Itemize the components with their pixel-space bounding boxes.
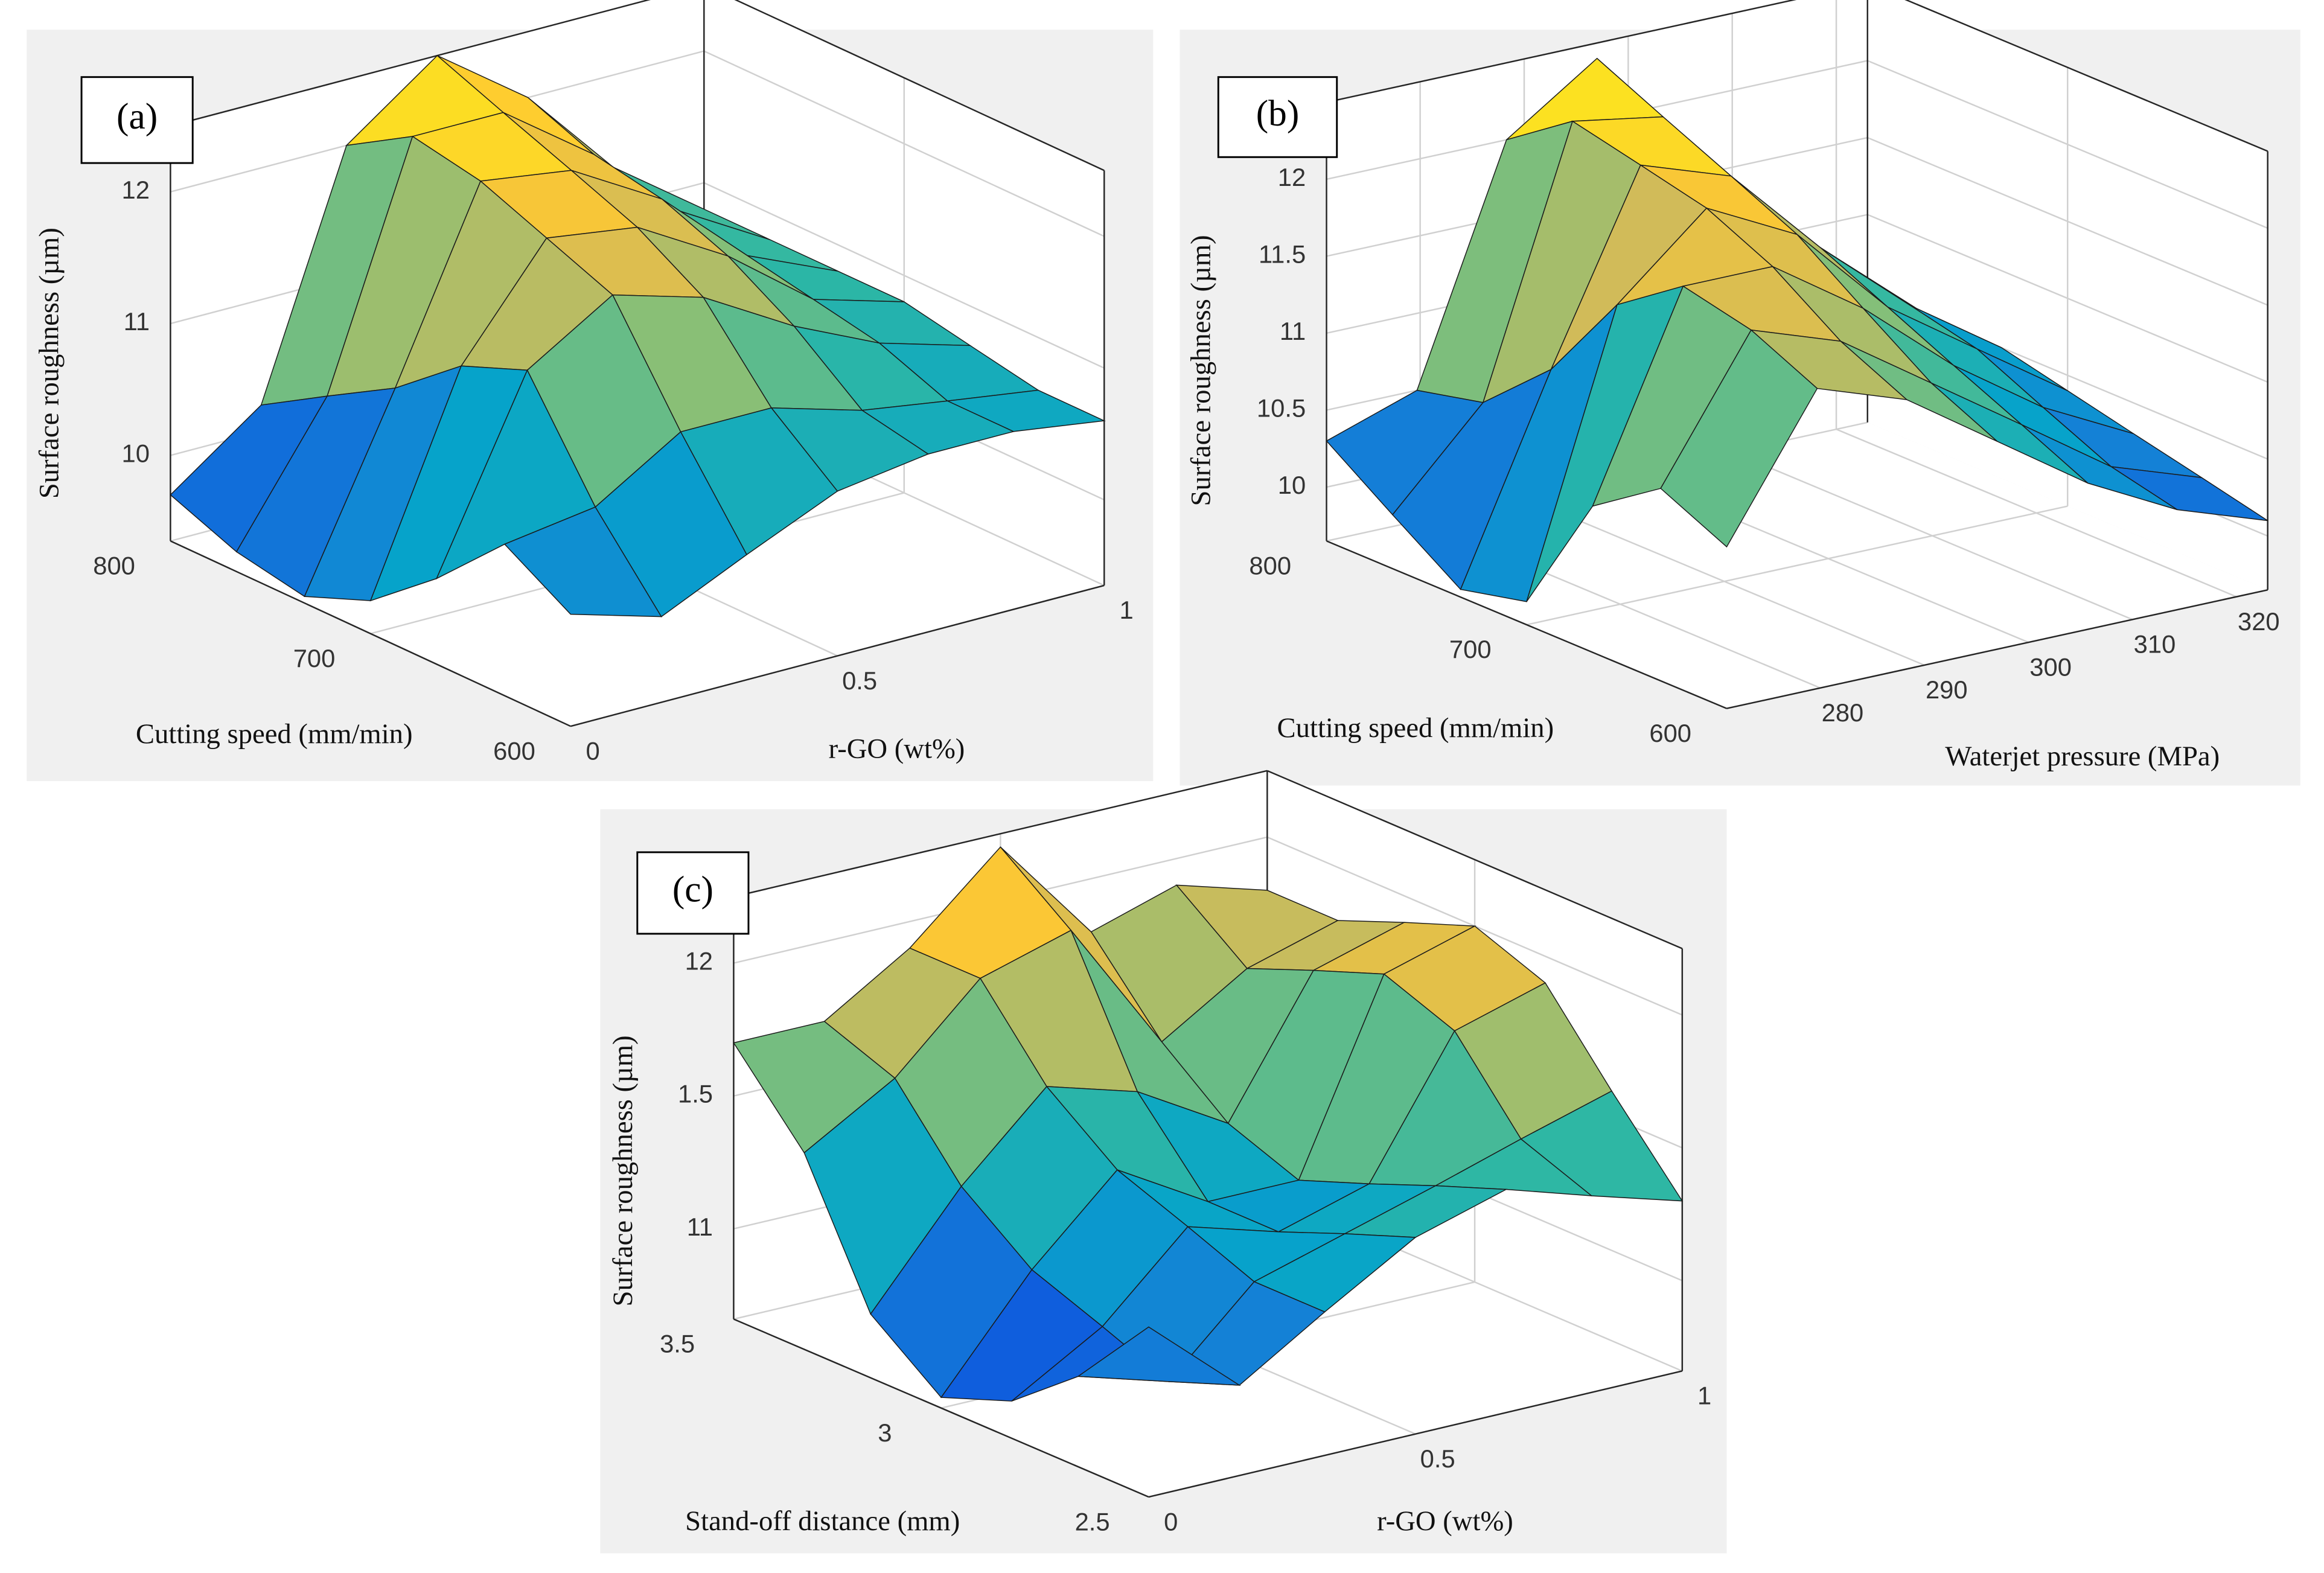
z-tick-label: 1.5 xyxy=(678,1080,713,1108)
x-tick-label: 0 xyxy=(586,736,600,765)
z-tick-label: 11.5 xyxy=(1259,240,1306,268)
x-axis-label: r-GO (wt%) xyxy=(1377,1505,1513,1537)
axis-edge xyxy=(1148,1370,1683,1498)
axis-edge xyxy=(1326,540,1727,709)
y-tick-label: 800 xyxy=(1249,551,1291,579)
axis-edge xyxy=(1726,589,2268,709)
x-tick-label: 290 xyxy=(1926,675,1968,704)
y-tick-label: 600 xyxy=(493,736,535,765)
x-tick-label: 1 xyxy=(1697,1382,1711,1410)
y-axis-label: Stand-off distance (mm) xyxy=(685,1505,960,1537)
axis-edge xyxy=(1326,0,1797,103)
z-tick-label: 11 xyxy=(1280,317,1306,345)
axis-edge xyxy=(733,770,1268,898)
panel-label: (c) xyxy=(672,869,713,910)
z-axis-label: Surface roughness (µm) xyxy=(1185,235,1216,506)
y-tick-label: 700 xyxy=(293,644,336,672)
y-grid-line xyxy=(1526,505,2068,626)
y-tick-label: 2.5 xyxy=(1075,1507,1110,1536)
axis-edge xyxy=(733,1318,1149,1498)
panel-label: (a) xyxy=(117,96,158,137)
x-axis-label: r-GO (wt%) xyxy=(829,733,965,765)
x-tick-label: 0 xyxy=(1164,1507,1178,1536)
x-tick-label: 1 xyxy=(1119,596,1133,624)
y-tick-label: 3 xyxy=(878,1418,892,1447)
y-tick-label: 700 xyxy=(1449,635,1492,663)
z-tick-label: 10.5 xyxy=(1257,394,1306,423)
z-tick-label: 11 xyxy=(124,307,150,336)
axis-edge xyxy=(170,540,571,727)
x-tick-label: 0.5 xyxy=(842,666,877,695)
panel: 11 1.5 12 0 0.5 1 2.5 3 3.5 r-GO (wt%) Stand-off d… xyxy=(600,770,1727,1554)
z-tick-label: 10 xyxy=(122,439,150,467)
z-tick-label: 11 xyxy=(687,1213,713,1241)
y-axis-label: Cutting speed (mm/min) xyxy=(1277,712,1554,744)
panel-label-box xyxy=(80,76,194,164)
y-axis-label: Cutting speed (mm/min) xyxy=(136,718,413,750)
y-tick-label: 3.5 xyxy=(660,1330,695,1358)
z-axis-label: Surface roughness (µm) xyxy=(607,1035,639,1306)
x-tick-label: 310 xyxy=(2134,630,2176,659)
z-tick-label: 12 xyxy=(1278,163,1306,191)
x-tick-label: 320 xyxy=(2238,607,2280,636)
x-tick-label: 300 xyxy=(2029,652,2072,681)
y-tick-label: 600 xyxy=(1649,719,1691,747)
axis-edge xyxy=(1266,770,1683,949)
panel-label-box xyxy=(1217,76,1338,158)
axis-edge xyxy=(1904,0,2268,152)
x-tick-label: 280 xyxy=(1822,698,1864,727)
z-tick-label: 12 xyxy=(122,176,150,204)
axis-edge xyxy=(734,0,1105,171)
panel: 10 10.5 11 11.5 12 280 290 300 310 320 600 700 800 Wa… xyxy=(1180,0,2300,786)
panel-label: (b) xyxy=(1256,93,1300,134)
z-tick-label: 10 xyxy=(1278,471,1306,499)
z-axis-label: Surface roughness (µm) xyxy=(34,228,65,499)
panel-label-box xyxy=(636,851,750,935)
axis-edge xyxy=(570,584,1105,727)
x-tick-label: 0.5 xyxy=(1420,1444,1455,1473)
surface-patch xyxy=(1076,1326,1241,1386)
y-tick-label: 800 xyxy=(93,551,135,579)
z-tick-label: 12 xyxy=(685,947,713,975)
surface-patch xyxy=(503,506,662,617)
panel: 10 11 12 0 0.5 1 600 700 800 r-GO (wt%) Cutting sp… xyxy=(27,0,1154,782)
surface-patch xyxy=(1660,329,1818,548)
x-axis-label: Waterjet pressure (MPa) xyxy=(1945,741,2220,772)
